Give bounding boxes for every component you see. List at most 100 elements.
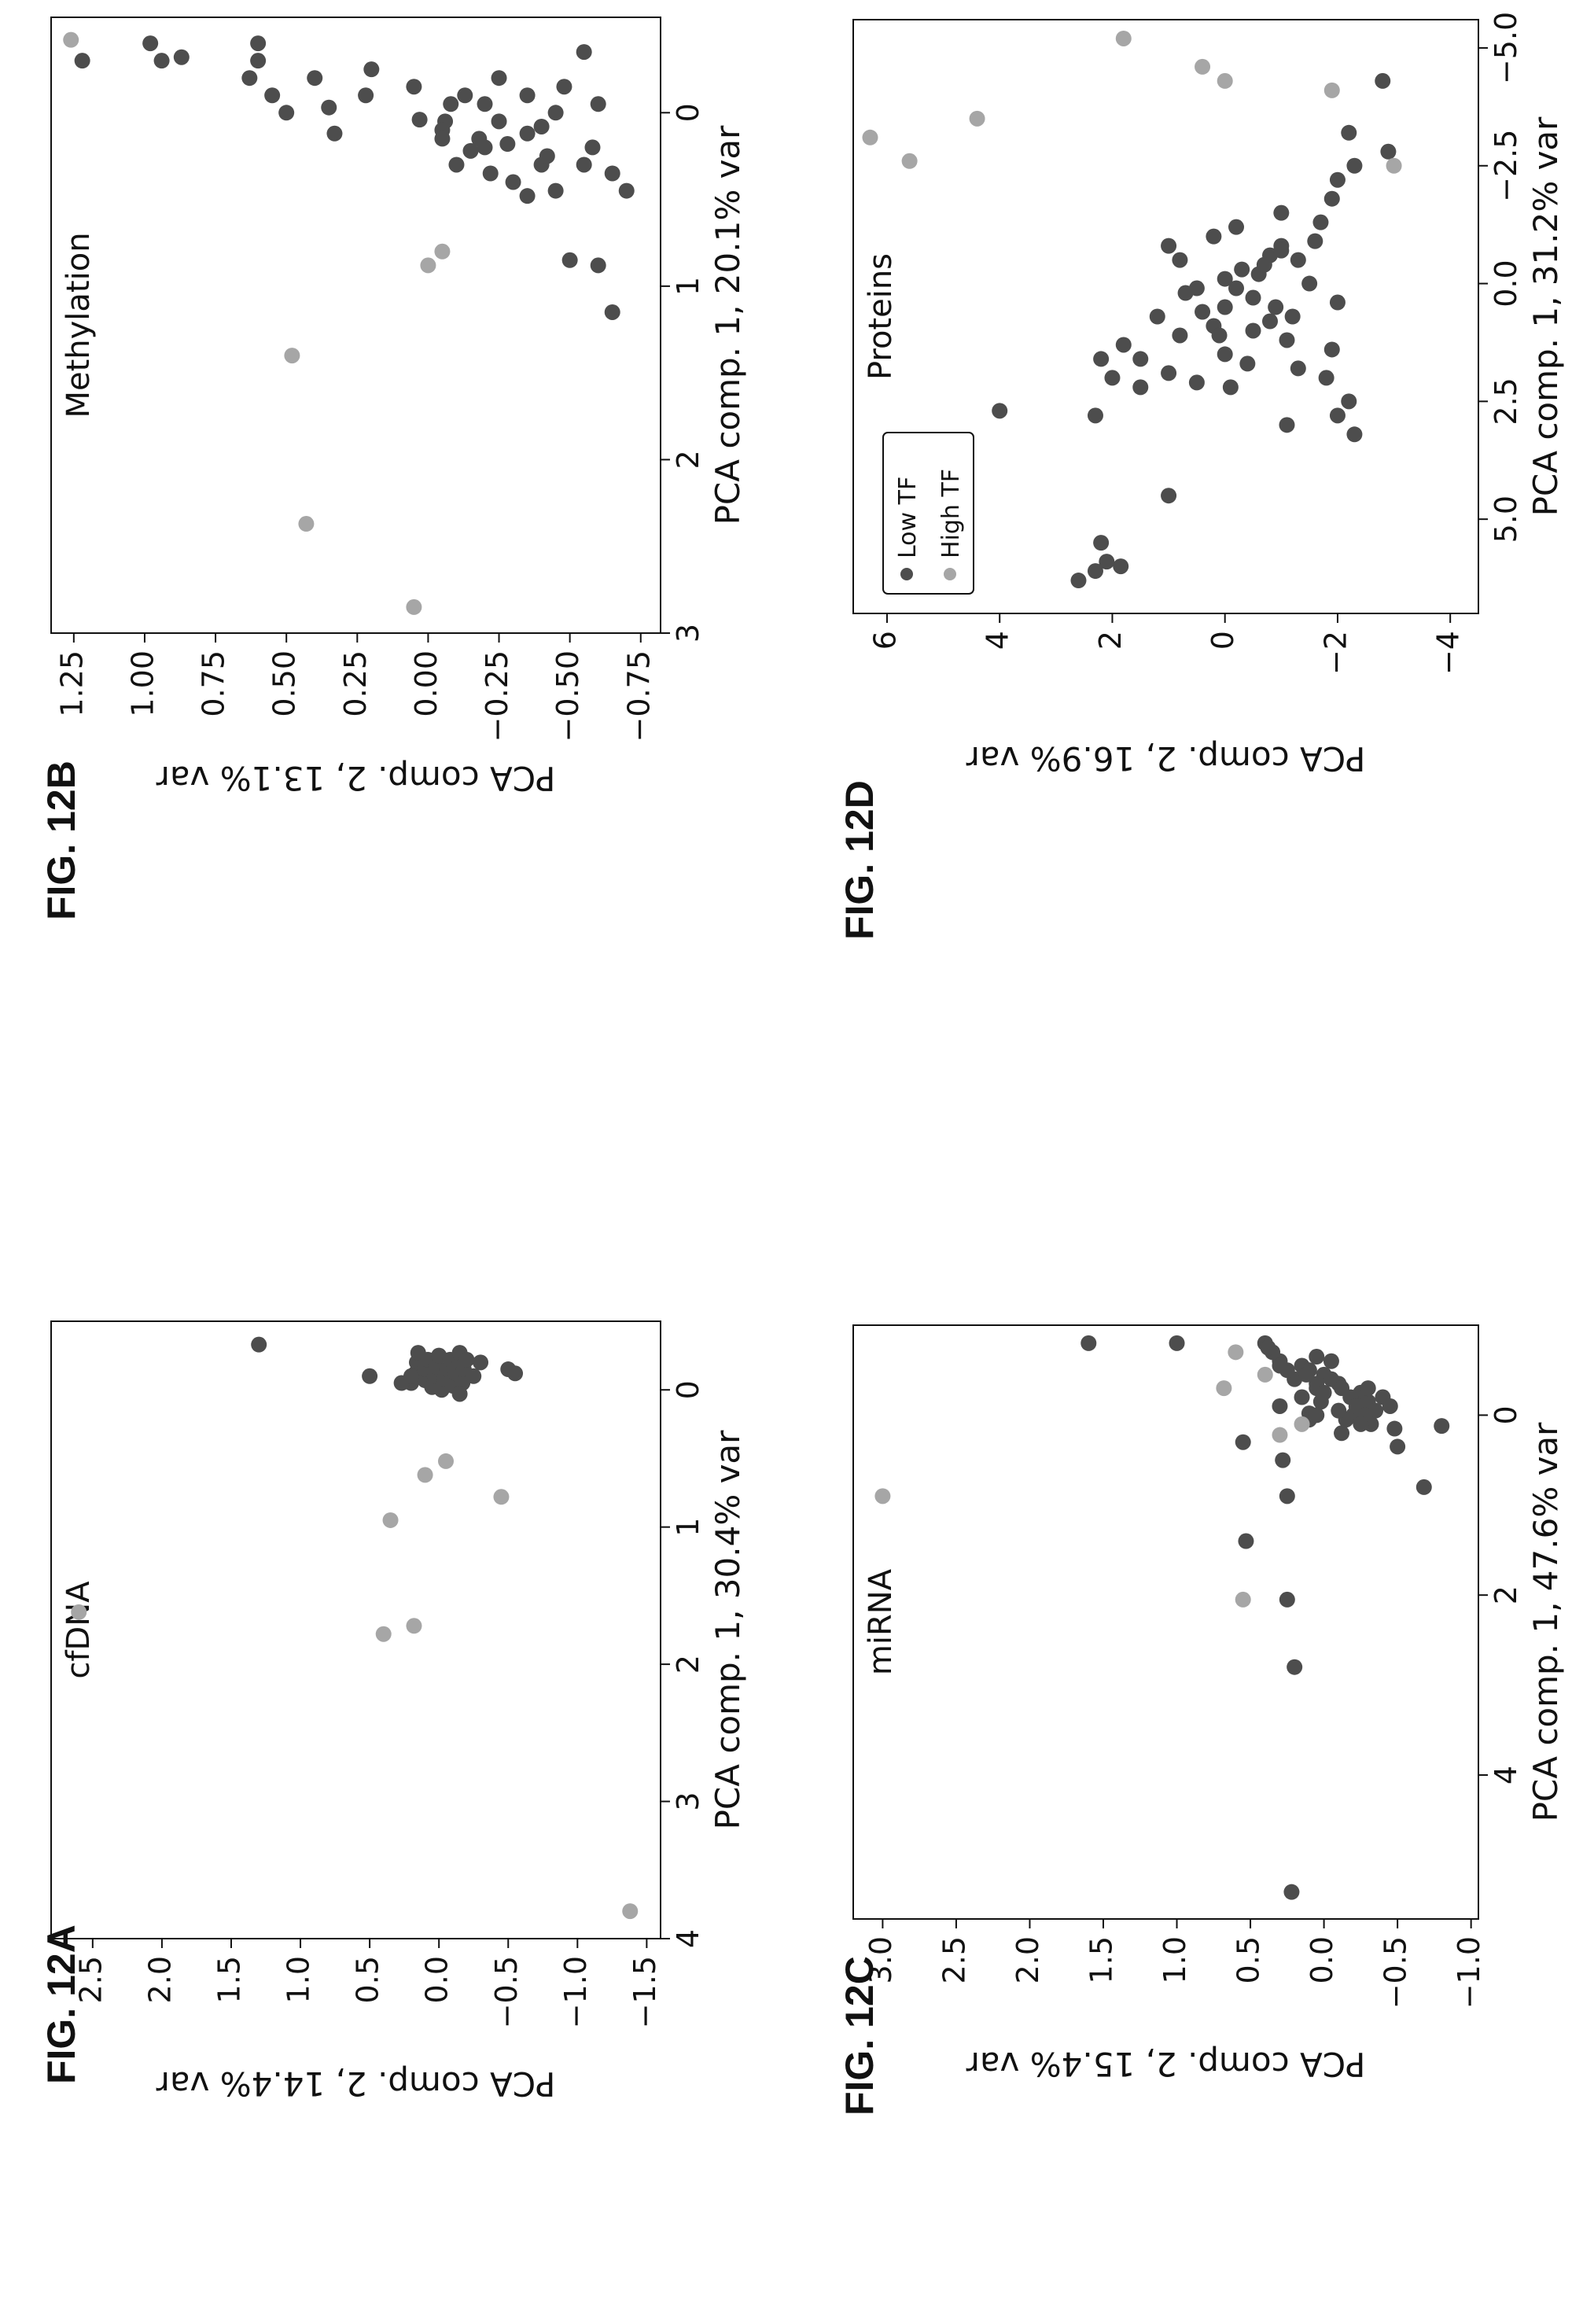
y-tick-label: 0.00 bbox=[409, 650, 444, 717]
data-point bbox=[1415, 1479, 1432, 1495]
y-tick-label: −1.0 bbox=[1452, 1936, 1486, 2009]
y-tick-label: 1.0 bbox=[1158, 1936, 1192, 1983]
data-point bbox=[1323, 341, 1340, 358]
x-tick-label: 2 bbox=[671, 1655, 705, 1674]
data-point bbox=[493, 1489, 510, 1505]
data-point bbox=[1172, 252, 1188, 268]
data-point bbox=[491, 70, 507, 87]
legend-label: High TF bbox=[937, 469, 965, 558]
legend-marker bbox=[900, 568, 913, 580]
data-point bbox=[264, 87, 281, 104]
data-point bbox=[1301, 275, 1318, 292]
data-point bbox=[1113, 558, 1129, 575]
data-point bbox=[1272, 1357, 1288, 1374]
data-point bbox=[1228, 219, 1245, 235]
data-point bbox=[1386, 1420, 1403, 1437]
x-axis-title: PCA comp. 1, 31.2% var bbox=[1526, 116, 1565, 517]
data-point bbox=[142, 35, 159, 52]
data-point bbox=[590, 96, 606, 112]
data-point bbox=[326, 125, 343, 142]
y-tick-label: 0.5 bbox=[351, 1956, 385, 2003]
data-point bbox=[1149, 308, 1165, 325]
data-point bbox=[547, 105, 564, 121]
data-point bbox=[71, 1604, 87, 1620]
figure-label: FIG. 12D bbox=[838, 780, 882, 940]
data-point bbox=[1390, 1438, 1406, 1455]
panel-title: cfDNA bbox=[61, 1581, 97, 1679]
data-point bbox=[482, 165, 499, 182]
figure-label: FIG. 12B bbox=[39, 761, 83, 920]
plot-frame bbox=[852, 19, 1479, 614]
x-tick-label: 2.5 bbox=[1489, 378, 1523, 425]
x-axis-title: PCA comp. 1, 47.6% var bbox=[1526, 1422, 1565, 1822]
data-point bbox=[473, 1354, 489, 1371]
plot-frame bbox=[50, 1320, 661, 1939]
x-tick-label: 2 bbox=[1489, 1586, 1523, 1604]
data-point bbox=[519, 188, 536, 204]
y-tick-label: −1.0 bbox=[558, 1956, 593, 2028]
data-point bbox=[874, 1488, 891, 1505]
data-point bbox=[1228, 280, 1245, 296]
y-tick-label: 3.0 bbox=[863, 1936, 898, 1983]
data-point bbox=[901, 153, 918, 169]
data-point bbox=[1273, 242, 1290, 259]
data-point bbox=[1217, 346, 1233, 363]
data-point bbox=[403, 1368, 419, 1384]
data-point bbox=[1279, 332, 1295, 348]
x-axis-title: PCA comp. 1, 20.1% var bbox=[709, 125, 747, 525]
data-point bbox=[1380, 143, 1397, 160]
y-tick-label: −2 bbox=[1318, 631, 1353, 675]
series-high-tf bbox=[63, 31, 451, 615]
data-point bbox=[622, 1903, 639, 1920]
y-tick-label: 0.5 bbox=[1231, 1936, 1266, 1983]
data-point bbox=[363, 61, 380, 78]
data-point bbox=[1329, 171, 1346, 188]
figure-label: FIG. 12C bbox=[838, 1956, 882, 2116]
x-tick-label: 0.0 bbox=[1489, 260, 1523, 307]
panel-title: Methylation bbox=[61, 232, 97, 418]
data-point bbox=[1309, 1407, 1325, 1423]
data-point bbox=[63, 31, 79, 48]
data-point bbox=[1283, 1884, 1300, 1900]
data-point bbox=[251, 1336, 267, 1353]
panel-title: miRNA bbox=[863, 1568, 899, 1675]
data-point bbox=[1287, 1659, 1303, 1675]
data-point bbox=[153, 53, 170, 69]
data-point bbox=[1334, 1425, 1350, 1442]
data-point bbox=[1195, 58, 1211, 75]
data-point bbox=[590, 257, 606, 274]
data-point bbox=[1323, 82, 1340, 98]
data-point bbox=[491, 113, 507, 130]
data-point bbox=[1273, 204, 1290, 221]
data-point bbox=[451, 1386, 468, 1402]
data-point bbox=[1257, 1366, 1273, 1383]
data-point bbox=[406, 598, 422, 615]
data-point bbox=[1228, 1344, 1244, 1361]
data-point bbox=[576, 157, 592, 173]
y-tick-label: −4 bbox=[1431, 631, 1466, 675]
data-point bbox=[1093, 351, 1110, 367]
data-point bbox=[1307, 233, 1323, 249]
data-point bbox=[1323, 1371, 1339, 1387]
data-point bbox=[434, 243, 451, 260]
data-point bbox=[862, 129, 878, 145]
series-high-tf bbox=[874, 1344, 1310, 1608]
data-point bbox=[1298, 1366, 1315, 1383]
data-point bbox=[250, 53, 267, 69]
data-point bbox=[584, 139, 601, 156]
data-point bbox=[1375, 72, 1391, 89]
data-point bbox=[1312, 1394, 1329, 1410]
data-point bbox=[519, 125, 536, 142]
data-point bbox=[1132, 351, 1149, 367]
data-point bbox=[1329, 294, 1346, 311]
data-point bbox=[434, 131, 451, 147]
y-axis-title: PCA comp. 2, 15.4% var bbox=[966, 2045, 1366, 2083]
data-point bbox=[1272, 1427, 1288, 1443]
data-point bbox=[1161, 488, 1177, 504]
data-point bbox=[1284, 308, 1301, 325]
data-point bbox=[173, 49, 190, 65]
data-point bbox=[1309, 1349, 1325, 1365]
y-tick-label: 0.0 bbox=[420, 1956, 455, 2003]
data-point bbox=[1115, 337, 1132, 353]
